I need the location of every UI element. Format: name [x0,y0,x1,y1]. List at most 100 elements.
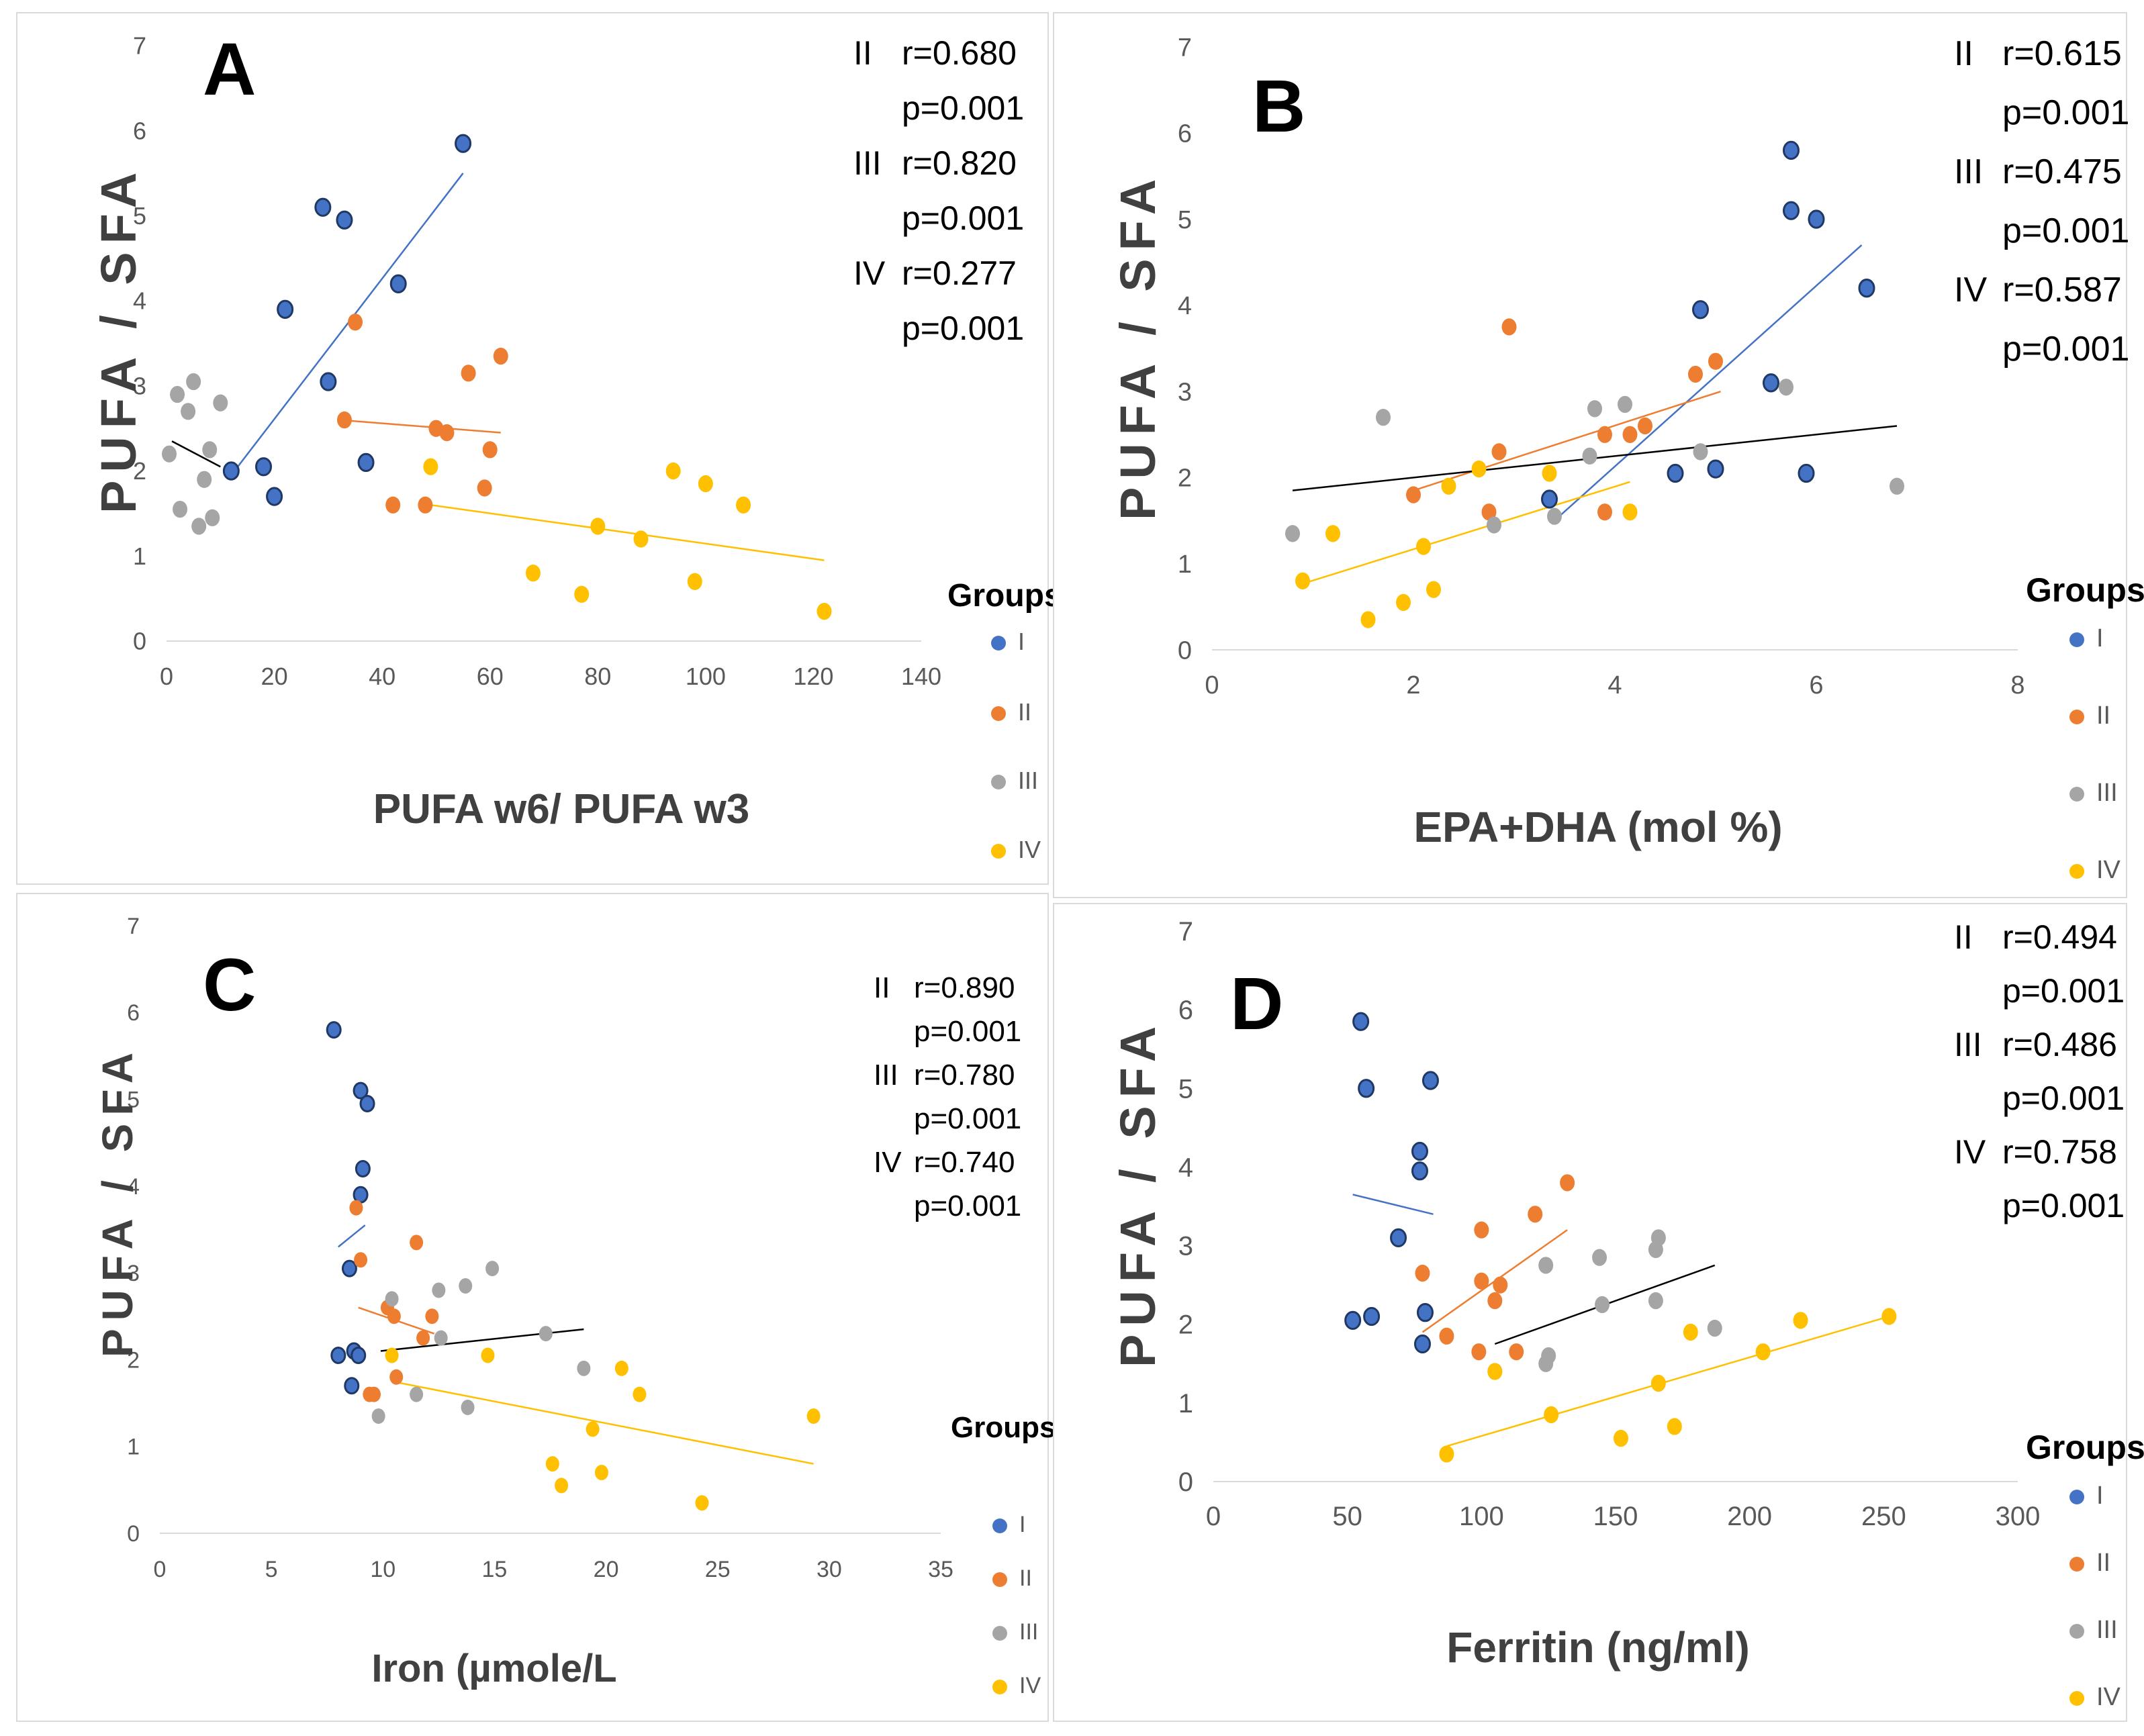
y-tick-label: 4 [133,287,146,315]
y-axis-label: PUFA / SFA [93,1044,142,1357]
legend-marker [2069,863,2084,879]
data-point-group-iv [481,1347,495,1363]
data-point-group-iv [633,530,649,548]
data-point-group-iii [205,509,220,526]
data-point-group-iv [555,1478,569,1494]
data-point-group-iii [432,1282,446,1298]
data-point-group-i [357,452,375,473]
legend-marker [991,844,1006,859]
x-tick-label: 100 [686,663,726,690]
y-tick-label: 6 [133,117,146,144]
data-point-group-iv [665,462,681,480]
trendline-group-iv [391,1380,814,1465]
legend-item-iii: III [2069,779,2118,808]
x-tick-label: 300 [1996,1502,2041,1531]
data-point-group-i [1541,489,1558,509]
x-axis-label: Iron (µmole/L [371,1647,617,1690]
data-point-group-ii [1487,1292,1503,1310]
y-tick-label: 2 [133,457,146,485]
data-point-group-ii [1406,486,1421,503]
x-tick-label: 20 [261,663,288,690]
legend-label: IV [2096,856,2120,884]
stat-group: II [853,34,872,72]
data-point-group-ii [354,1252,368,1268]
data-point-group-ii [477,479,492,497]
legend-marker [2069,709,2084,724]
data-point-group-ii [1493,1276,1508,1294]
data-point-group-i [266,487,283,506]
data-point-group-i [1390,1228,1407,1248]
trendline-group-iii [380,1328,584,1352]
data-point-group-iv [806,1408,821,1424]
y-tick-label: 0 [1178,636,1192,665]
data-point-group-i [1411,1161,1428,1181]
data-point-group-iii [1582,447,1597,465]
y-tick-label: 3 [1178,378,1192,406]
legend-marker [992,1626,1007,1641]
data-point-group-i [344,1377,360,1395]
stat-p: p=0.001 [2002,93,2130,132]
data-point-group-i [1707,459,1724,479]
data-point-group-iii [461,1400,475,1416]
trendline-group-iv [430,504,825,561]
data-point-group-iv [385,1347,399,1363]
data-point-group-iii [162,445,177,463]
data-point-group-iv [1487,1363,1503,1380]
y-tick-label: 3 [1178,1232,1193,1261]
data-point-group-ii [410,1235,424,1251]
legend-item-i: I [2069,624,2104,653]
data-point-group-i [351,1346,367,1364]
data-point-group-iv [1613,1429,1628,1447]
data-point-group-ii [1622,426,1638,443]
data-point-group-iv [586,1421,600,1437]
data-point-group-i [1358,1079,1375,1098]
legend-label: I [1018,628,1025,655]
data-point-group-iv [1325,525,1340,542]
y-tick-label: 1 [127,1435,140,1460]
x-axis-label: Ferritin (ng/ml) [1446,1623,1750,1672]
data-point-group-i [341,1259,357,1277]
y-tick-label: 6 [1178,120,1192,148]
data-point-group-ii [1597,426,1612,443]
x-tick-label: 4 [1607,671,1622,700]
x-axis-label: PUFA w6/ PUFA w3 [373,786,750,832]
x-tick-label: 15 [482,1557,508,1582]
data-point-group-ii [1439,1327,1454,1345]
data-point-group-iii [385,1291,399,1307]
data-point-group-ii [1501,318,1517,336]
stat-group: IV [874,1146,902,1179]
data-point-group-i [1783,140,1800,160]
x-tick-label: 20 [594,1557,619,1582]
data-point-group-iv [1881,1308,1897,1325]
data-point-group-ii [1528,1206,1543,1223]
data-point-group-ii [1481,503,1497,521]
data-point-group-ii [1708,352,1723,370]
legend-label: IV [2096,1683,2120,1711]
y-tick-label: 2 [1178,465,1192,493]
data-point-group-i [326,1021,342,1039]
y-tick-label: 3 [127,1261,140,1286]
x-tick-label: 150 [1593,1502,1638,1531]
data-point-group-i [389,274,407,293]
data-point-group-ii [1415,1264,1430,1282]
data-point-group-iv [423,458,438,475]
legend-label: II [2096,1549,2111,1577]
stat-p: p=0.001 [2002,1079,2125,1117]
data-point-group-iv [1793,1312,1808,1329]
legend-title: Groups [951,1411,1056,1444]
data-point-group-i [359,1095,375,1113]
stat-group: II [1954,918,1973,956]
trendline-group-i [1554,244,1863,522]
legend-label: II [1018,698,1032,726]
x-tick-label: 60 [477,663,504,690]
data-point-group-i [222,461,240,481]
stat-r: r=0.820 [902,144,1017,182]
y-tick-label: 2 [127,1347,140,1373]
x-tick-label: 80 [584,663,611,690]
chart-c-svg: 0 1 2 3 4 5 6 7 0 5 10 15 20 25 30 35 [127,914,953,1582]
data-point-group-ii [416,1330,430,1346]
legend-marker [992,1572,1007,1588]
trendline-group-iv [1297,481,1630,586]
x-tick-label: 0 [1205,671,1219,700]
x-tick-label: 0 [160,663,173,690]
